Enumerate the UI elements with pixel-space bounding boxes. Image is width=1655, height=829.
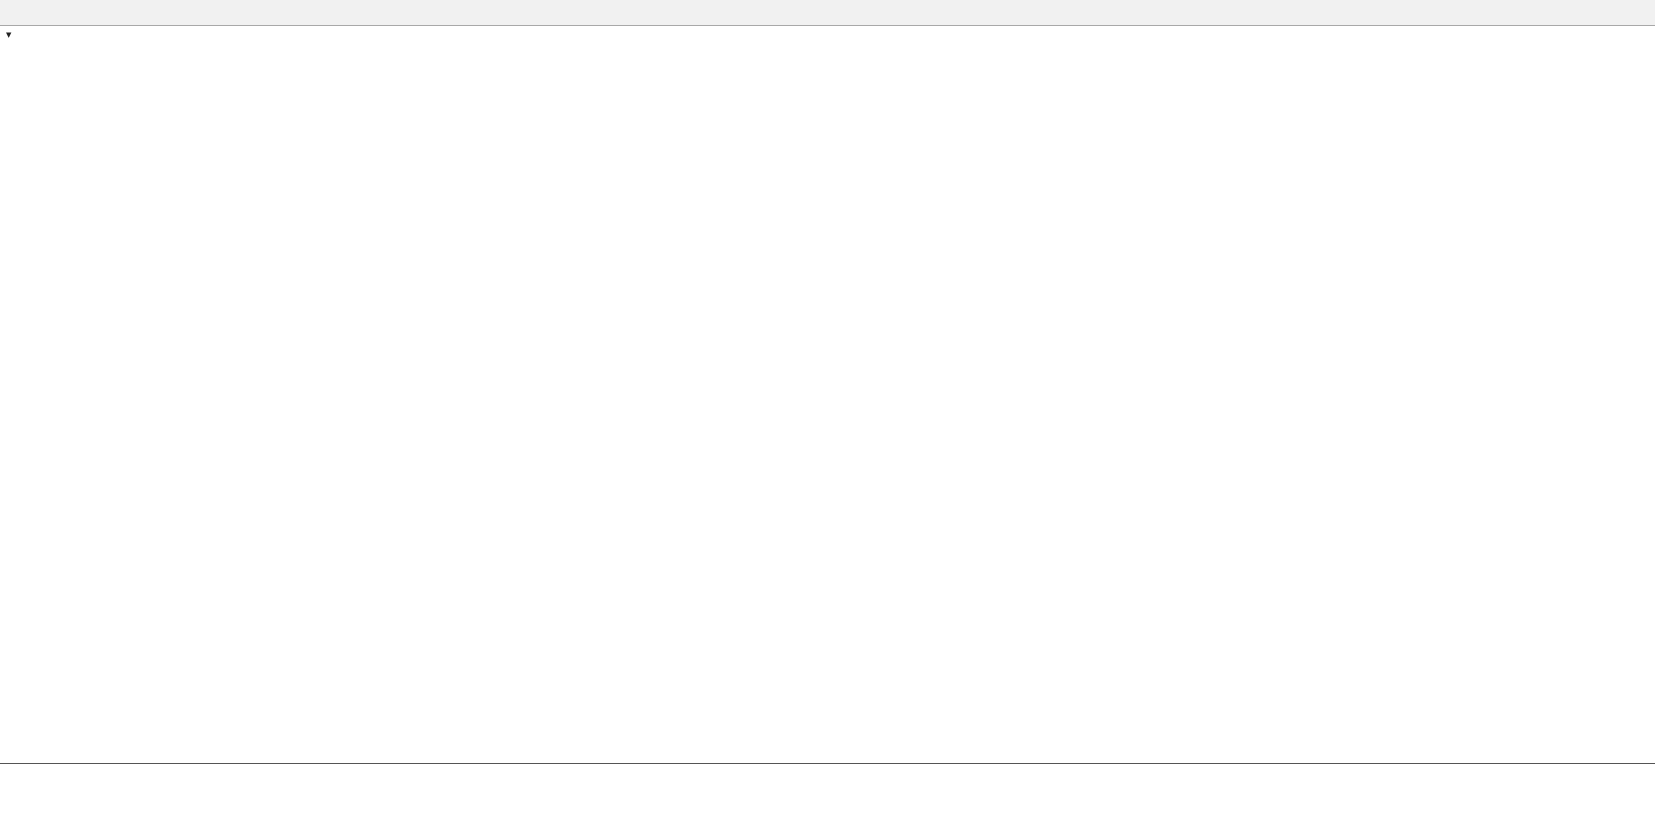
toolbar	[0, 0, 1655, 26]
macd-panel	[0, 607, 1655, 687]
bottom-spacer	[0, 782, 1655, 829]
chart-window: ▼	[0, 26, 1655, 829]
rsi-panel	[0, 687, 1655, 763]
time-axis[interactable]	[0, 763, 1655, 782]
main-chart	[0, 26, 1655, 607]
one-click-trading-toggle[interactable]: ▼	[6, 31, 12, 39]
chart-ohlc-header: ▼	[6, 31, 25, 39]
